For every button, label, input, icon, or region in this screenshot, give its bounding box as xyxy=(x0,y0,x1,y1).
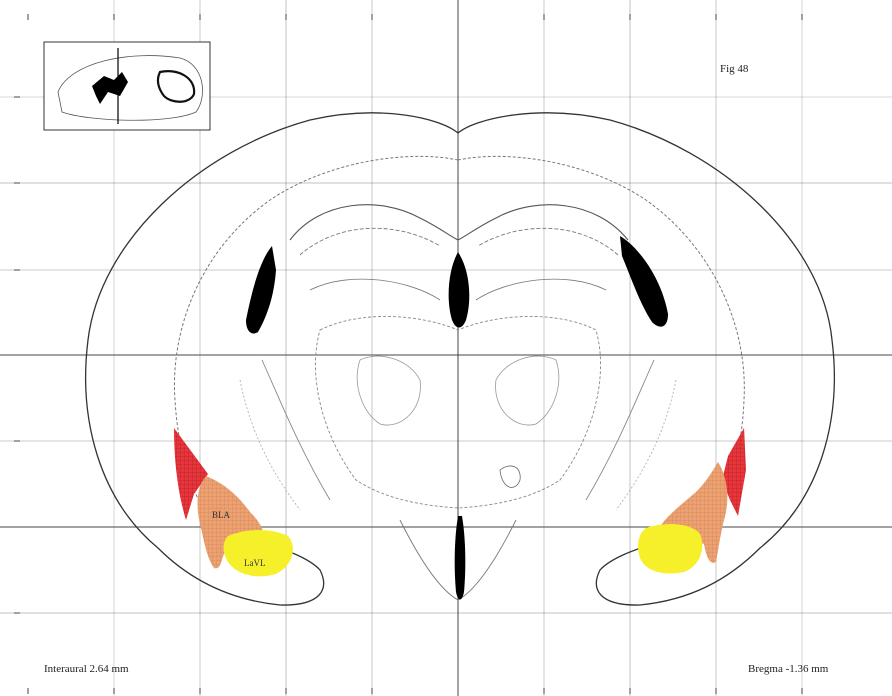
right-yellow-region xyxy=(638,524,703,574)
orange-region-label: BLA xyxy=(212,510,231,520)
highlighted-regions xyxy=(174,428,746,577)
scale-ticks xyxy=(14,14,803,694)
left-yellow-region xyxy=(223,530,293,577)
figure-id: Fig 48 xyxy=(720,63,749,75)
bregma-caption: Bregma -1.36 mm xyxy=(748,663,829,675)
sagittal-inset xyxy=(43,41,211,131)
yellow-region-label: LaVL xyxy=(244,558,266,568)
ventricles xyxy=(246,236,668,600)
brain-section xyxy=(85,112,835,606)
interaural-caption: Interaural 2.64 mm xyxy=(44,663,129,675)
